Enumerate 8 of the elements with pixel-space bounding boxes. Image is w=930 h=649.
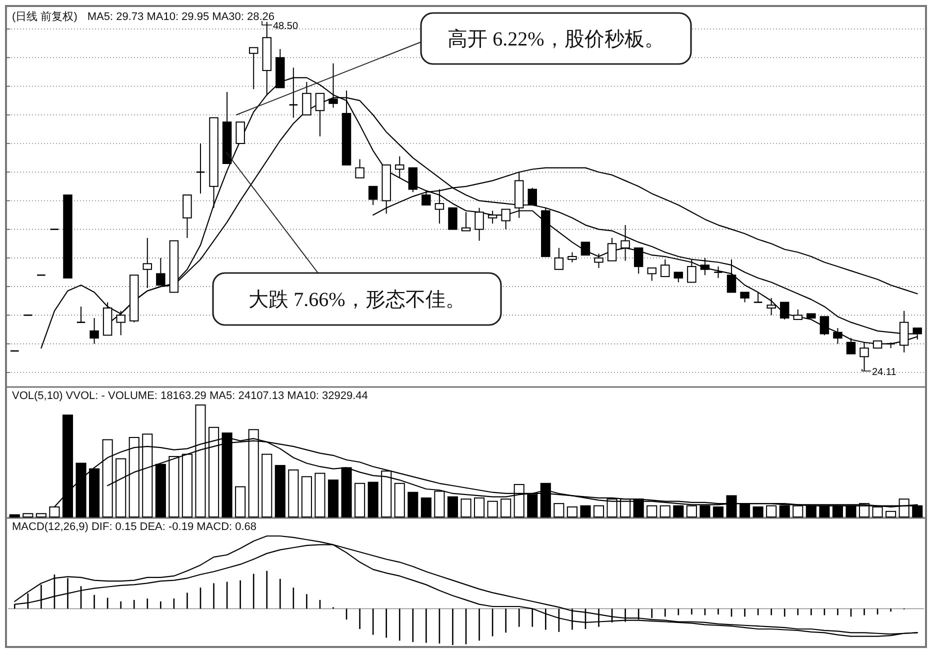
chart-title: VOL(5,10) VVOL: - VOLUME: 18163.29 MA5: 24107.13 MA10: 32929.44 <box>12 390 368 402</box>
annotation: 24.11 <box>872 367 897 378</box>
chart-subtitle: MA5: 29.73 MA10: 29.95 MA30: 28.26 <box>87 11 275 23</box>
annotation: 高开 6.22%，股价秒板。 <box>448 28 664 50</box>
chart-title: (日线 前复权) <box>12 10 78 23</box>
annotation: 大跌 7.66%，形态不佳。 <box>248 289 466 311</box>
chart-title: MACD(12,26,9) DIF: 0.15 DEA: -0.19 MACD: 0.68 <box>12 521 257 533</box>
annotation: 48.50 <box>273 21 298 32</box>
